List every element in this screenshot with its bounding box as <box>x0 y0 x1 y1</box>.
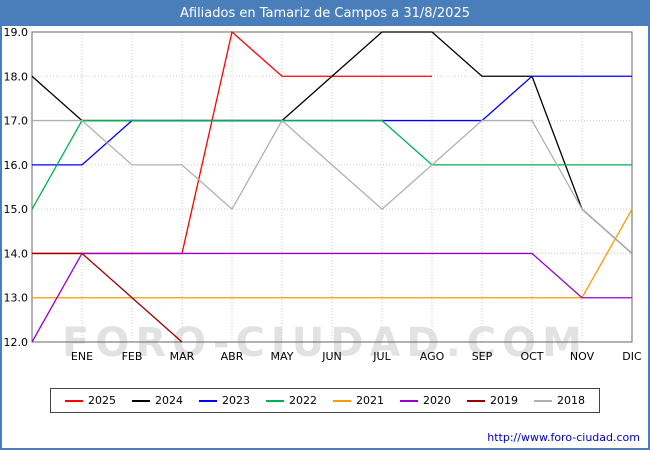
legend-label: 2018 <box>557 394 585 407</box>
svg-text:SEP: SEP <box>472 350 493 363</box>
svg-text:14.0: 14.0 <box>4 247 29 260</box>
legend-row: 2025 2024 2023 2022 2021 2020 2019 2018 <box>2 388 648 413</box>
legend-color-sample <box>333 399 351 402</box>
legend-color-sample <box>199 399 217 402</box>
legend-label: 2020 <box>423 394 451 407</box>
legend-item-2020: 2020 <box>400 394 451 407</box>
legend-item-2018: 2018 <box>534 394 585 407</box>
legend-color-sample <box>400 399 418 402</box>
legend-label: 2022 <box>289 394 317 407</box>
svg-text:16.0: 16.0 <box>4 159 29 172</box>
legend-color-sample <box>467 399 485 402</box>
svg-text:ENE: ENE <box>71 350 93 363</box>
svg-text:DIC: DIC <box>622 350 642 363</box>
legend-item-2023: 2023 <box>199 394 250 407</box>
legend: 2025 2024 2023 2022 2021 2020 2019 2018 <box>50 388 600 413</box>
legend-color-sample <box>65 399 83 402</box>
legend-item-2022: 2022 <box>266 394 317 407</box>
chart-title: Afiliados en Tamariz de Campos a 31/8/20… <box>2 2 648 26</box>
svg-text:13.0: 13.0 <box>4 292 29 305</box>
svg-text:ABR: ABR <box>221 350 244 363</box>
svg-text:NOV: NOV <box>570 350 595 363</box>
svg-text:19.0: 19.0 <box>4 26 29 39</box>
svg-text:MAY: MAY <box>271 350 294 363</box>
chart-svg: 12.0 13.0 14.0 15.0 16.0 17.0 18.0 19.0 ENE FEB MA… <box>4 26 643 363</box>
legend-label: 2025 <box>88 394 116 407</box>
legend-label: 2021 <box>356 394 384 407</box>
svg-text:AGO: AGO <box>420 350 445 363</box>
legend-color-sample <box>132 399 150 402</box>
legend-label: 2023 <box>222 394 250 407</box>
legend-item-2019: 2019 <box>467 394 518 407</box>
svg-text:FEB: FEB <box>122 350 143 363</box>
legend-color-sample <box>534 399 552 402</box>
svg-text:18.0: 18.0 <box>4 70 29 83</box>
svg-text:17.0: 17.0 <box>4 115 29 128</box>
legend-label: 2024 <box>155 394 183 407</box>
legend-label: 2019 <box>490 394 518 407</box>
legend-item-2021: 2021 <box>333 394 384 407</box>
svg-text:JUL: JUL <box>372 350 391 363</box>
legend-item-2024: 2024 <box>132 394 183 407</box>
svg-text:JUN: JUN <box>321 350 342 363</box>
svg-text:MAR: MAR <box>170 350 195 363</box>
svg-text:OCT: OCT <box>520 350 543 363</box>
svg-text:15.0: 15.0 <box>4 203 29 216</box>
legend-color-sample <box>266 399 284 402</box>
watermark: FORO-CIUDAD.COM <box>62 320 588 366</box>
footer-url-link[interactable]: http://www.foro-ciudad.com <box>487 431 640 444</box>
svg-text:12.0: 12.0 <box>4 336 29 349</box>
legend-item-2025: 2025 <box>65 394 116 407</box>
